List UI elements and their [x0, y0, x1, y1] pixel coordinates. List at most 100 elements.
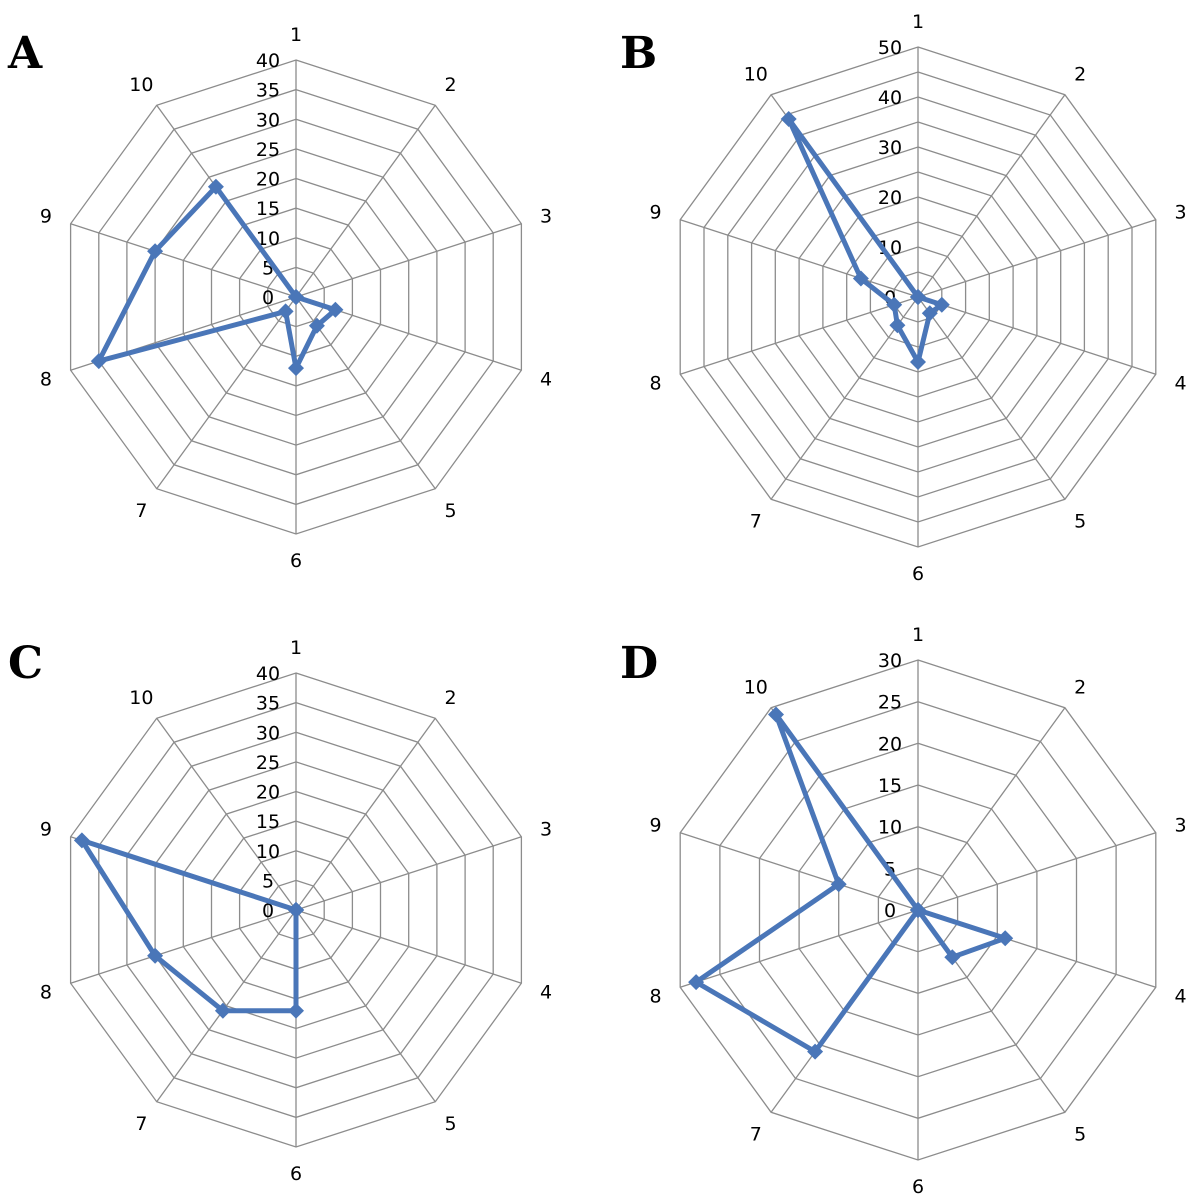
- data-point-marker: [830, 876, 847, 893]
- radial-tick-label: 10: [878, 817, 902, 839]
- data-point-marker: [910, 354, 926, 370]
- data-point-marker: [147, 947, 164, 964]
- radial-tick-label: 5: [262, 870, 274, 892]
- data-point-marker: [688, 974, 705, 991]
- data-point-marker: [807, 1043, 824, 1060]
- category-label: 6: [290, 1163, 302, 1185]
- axis-spoke: [917, 296, 1066, 500]
- radial-tick-label: 35: [256, 80, 280, 102]
- radial-tick-label: 30: [878, 137, 902, 159]
- data-point-marker: [852, 270, 869, 287]
- radial-tick-label: 0: [884, 900, 896, 922]
- data-point-marker: [944, 949, 961, 966]
- category-label: 9: [649, 815, 661, 837]
- radial-tick-label: 20: [256, 169, 280, 191]
- series-line: [79, 837, 299, 1014]
- data-point-marker: [933, 296, 950, 313]
- data-point-marker: [327, 301, 344, 318]
- data-point-marker: [214, 1002, 231, 1019]
- category-label: 7: [750, 510, 762, 532]
- axis-spoke: [679, 909, 919, 988]
- category-label: 3: [540, 206, 552, 228]
- radial-tick-label: 10: [256, 228, 280, 250]
- radial-tick-label: 0: [262, 287, 274, 309]
- radial-tick-label: 10: [256, 841, 280, 863]
- axis-spoke: [917, 707, 1066, 911]
- radial-tick-label: 25: [878, 692, 902, 714]
- radial-tick-label: 40: [256, 663, 280, 685]
- panel-label: D: [620, 638, 658, 689]
- axis-spoke: [917, 219, 1157, 298]
- category-label: 9: [40, 206, 52, 228]
- category-label: 2: [1074, 64, 1086, 86]
- axis-spoke: [917, 832, 1157, 911]
- category-label: 3: [1174, 202, 1186, 224]
- data-point-marker: [997, 930, 1014, 947]
- axis-spoke: [295, 836, 522, 911]
- data-point-marker: [147, 243, 164, 260]
- data-point-marker: [780, 111, 797, 127]
- category-label: 9: [649, 202, 661, 224]
- radial-tick-label: 30: [256, 722, 280, 744]
- radial-tick-label: 20: [878, 733, 902, 755]
- category-label: 5: [445, 1113, 457, 1135]
- radial-tick-label: 50: [878, 37, 902, 59]
- category-label: 6: [912, 1176, 924, 1197]
- axis-spoke: [156, 909, 297, 1103]
- data-point-marker: [921, 305, 938, 322]
- category-label: 10: [744, 64, 768, 86]
- category-label: 7: [750, 1123, 762, 1145]
- category-label: 3: [540, 819, 552, 841]
- category-label: 8: [40, 981, 52, 1003]
- axis-spoke: [679, 832, 919, 911]
- radial-tick-label: 15: [878, 775, 902, 797]
- axis-spoke: [917, 296, 1157, 375]
- category-label: 9: [40, 819, 52, 841]
- category-label: 4: [1174, 985, 1186, 1007]
- category-label: 4: [540, 981, 552, 1003]
- data-point-marker: [288, 289, 304, 305]
- radar-panel-c: C 0 5 10 15 20 25 30 35 40 1 2 3 4 5 6 7 8 9 10: [8, 637, 552, 1185]
- axis-spoke: [70, 223, 297, 298]
- data-point-marker: [886, 296, 903, 313]
- panel-label: A: [7, 28, 43, 79]
- category-label: 2: [445, 687, 457, 709]
- category-label: 5: [1074, 510, 1086, 532]
- radial-tick-label: 20: [878, 187, 902, 209]
- category-label: 6: [912, 563, 924, 585]
- category-label: 7: [135, 1113, 147, 1135]
- data-point-marker: [288, 902, 304, 918]
- category-label: 8: [649, 985, 661, 1007]
- data-point-marker: [73, 832, 90, 849]
- data-point-marker: [910, 289, 926, 305]
- category-label: 2: [445, 74, 457, 96]
- category-label: 10: [744, 677, 768, 699]
- axis-spoke: [295, 104, 436, 298]
- category-label: 8: [40, 368, 52, 390]
- axis-spoke: [679, 219, 919, 298]
- radial-tick-label: 25: [256, 752, 280, 774]
- axis-spoke: [770, 296, 919, 500]
- axis-spoke: [156, 717, 297, 911]
- category-label: 6: [290, 550, 302, 572]
- category-label: 10: [129, 687, 153, 709]
- category-label: 7: [135, 500, 147, 522]
- data-point-marker: [90, 353, 107, 370]
- axis-spoke: [917, 94, 1066, 298]
- data-point-marker: [288, 1002, 304, 1019]
- panel-label: C: [8, 638, 43, 689]
- radial-tick-label: 20: [256, 782, 280, 804]
- category-label: 10: [129, 74, 153, 96]
- category-label: 1: [912, 624, 924, 646]
- radial-tick-label: 40: [878, 87, 902, 109]
- axis-spoke: [295, 909, 522, 984]
- data-point-marker: [768, 706, 784, 723]
- category-label: 2: [1074, 677, 1086, 699]
- category-label: 3: [1174, 815, 1186, 837]
- radial-tick-label: 15: [256, 811, 280, 833]
- category-label: 5: [1074, 1123, 1086, 1145]
- radial-tick-label: 25: [256, 139, 280, 161]
- radial-tick-label: 30: [256, 109, 280, 131]
